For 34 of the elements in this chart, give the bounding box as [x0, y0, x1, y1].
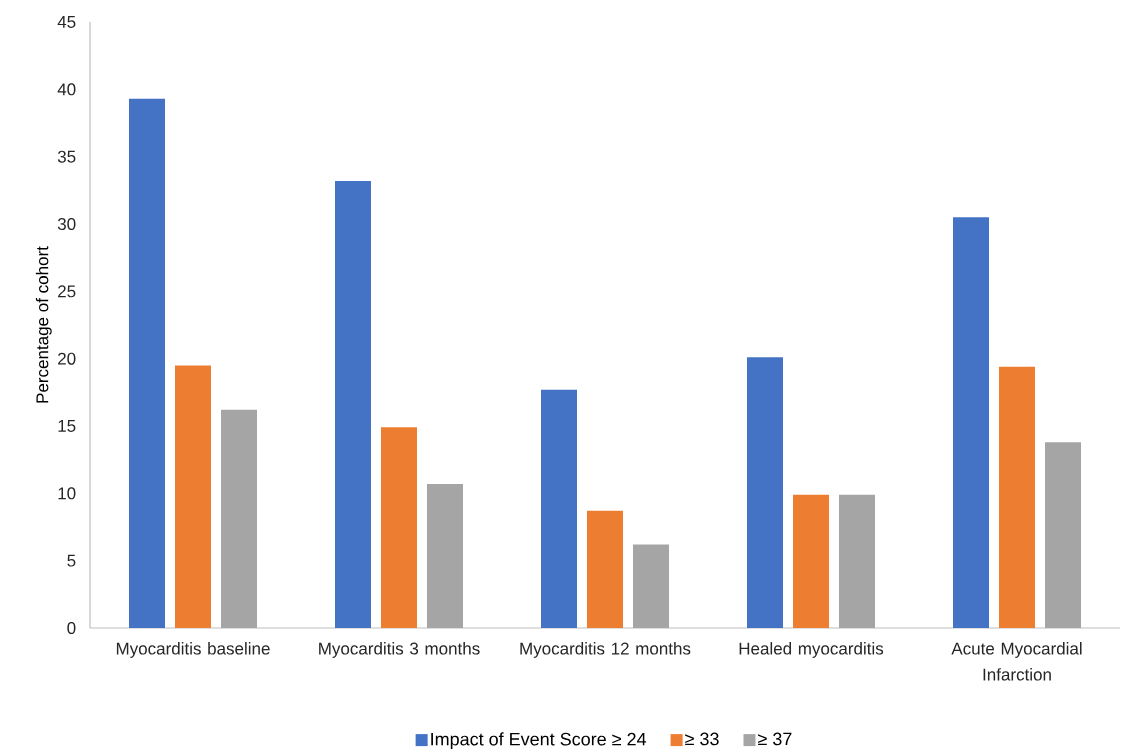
x-tick-label: Myocarditis 12 months — [520, 642, 691, 658]
bar — [1045, 442, 1082, 628]
bar — [587, 510, 623, 628]
y-tick-label: 25 — [58, 285, 76, 298]
x-tick-label: Acute Myocardial Infarction — [951, 642, 1082, 681]
bar — [999, 366, 1036, 628]
y-tick-label: 30 — [57, 217, 76, 231]
x-tick-label: Myocarditis 3 months — [319, 642, 480, 658]
x-tick-label: Healed myocarditis — [739, 642, 884, 658]
bar — [953, 217, 990, 628]
bar — [175, 365, 211, 628]
bar — [335, 180, 371, 628]
bar — [747, 357, 784, 628]
bar — [633, 544, 669, 628]
y-tick-label: 20 — [58, 352, 76, 365]
legend-label: ≥ 33 — [685, 732, 719, 746]
y-tick-label: 45 — [57, 16, 76, 28]
legend-label: Impact of Event Score ≥ 24 — [431, 732, 647, 750]
bar — [839, 494, 876, 628]
bar — [427, 483, 463, 628]
y-tick-label: 0 — [67, 621, 76, 635]
y-tick-label: 15 — [58, 420, 76, 432]
y-tick-label: 35 — [57, 150, 76, 163]
y-tick-label: 5 — [67, 554, 76, 567]
bar — [541, 389, 577, 628]
bar — [381, 427, 417, 628]
bar — [221, 409, 257, 628]
bar — [793, 494, 830, 628]
y-tick-label: 10 — [58, 487, 76, 500]
y-axis-title: Percentage of cohort — [35, 246, 52, 403]
y-tick-label: 40 — [57, 83, 76, 96]
x-tick-label: Myocarditis baseline — [116, 642, 270, 658]
legend-label: ≥ 37 — [758, 732, 792, 746]
bar — [129, 98, 165, 628]
